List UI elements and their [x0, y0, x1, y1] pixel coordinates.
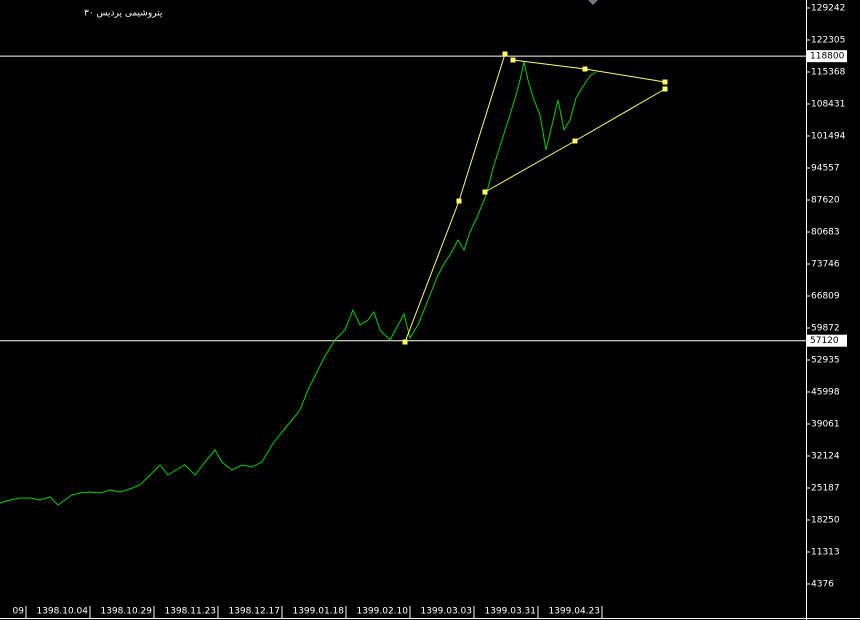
- y-tick-label: 94557: [811, 163, 840, 173]
- y-tick-label: 101494: [811, 131, 846, 141]
- x-tick-label: 1398.12.17: [228, 607, 280, 617]
- trend-anchor: [662, 79, 668, 85]
- trend-anchor: [482, 189, 488, 195]
- trend-anchor: [456, 198, 462, 204]
- y-tick-label: 32124: [811, 451, 840, 461]
- x-tick-label: 1399.01.18: [292, 607, 344, 617]
- x-tick-label: 09: [13, 607, 25, 617]
- x-tick-label: 1398.10.04: [36, 607, 88, 617]
- y-tick-label: 73746: [811, 259, 840, 269]
- price-label: 57120: [810, 336, 839, 346]
- y-tick-label: 115368: [811, 67, 846, 77]
- price-label-box: [807, 334, 847, 347]
- y-tick-label: 4376: [811, 579, 834, 589]
- y-tick-label: 108431: [811, 99, 845, 109]
- shift-marker: [588, 0, 598, 5]
- y-tick-label: 122305: [811, 35, 845, 45]
- y-tick-label: 66809: [811, 291, 840, 301]
- trend-anchor: [502, 51, 508, 57]
- trend-anchor: [572, 138, 578, 144]
- y-tick-label: 11313: [811, 547, 840, 557]
- trend-anchor: [510, 57, 516, 63]
- x-tick-label: 1399.04.23: [548, 607, 600, 617]
- y-tick-label: 52935: [811, 355, 840, 365]
- y-tick-label: 59872: [811, 323, 840, 333]
- y-tick-label: 45998: [811, 387, 840, 397]
- trend-anchor: [662, 86, 668, 92]
- y-tick-label: 80683: [811, 227, 840, 237]
- x-tick-label: 1399.03.03: [420, 607, 472, 617]
- chart-title: پتروشیمی پردیس ۳۰: [84, 9, 163, 19]
- y-tick-label: 87620: [811, 195, 840, 205]
- x-tick-label: 1399.02.10: [356, 607, 408, 617]
- y-tick-label: 18250: [811, 515, 840, 525]
- x-tick-label: 1398.11.23: [164, 607, 216, 617]
- y-tick-label: 39061: [811, 419, 840, 429]
- trend-anchor: [402, 339, 408, 345]
- x-tick-label: 1399.03.31: [484, 607, 536, 617]
- price-line: [0, 61, 597, 506]
- trend-anchor: [582, 66, 588, 72]
- y-tick-label: 129242: [811, 3, 845, 13]
- price-label-box: [807, 50, 847, 63]
- price-label: 118800: [810, 52, 845, 62]
- x-tick-label: 1398.10.29: [100, 607, 152, 617]
- y-tick-label: 25187: [811, 483, 840, 493]
